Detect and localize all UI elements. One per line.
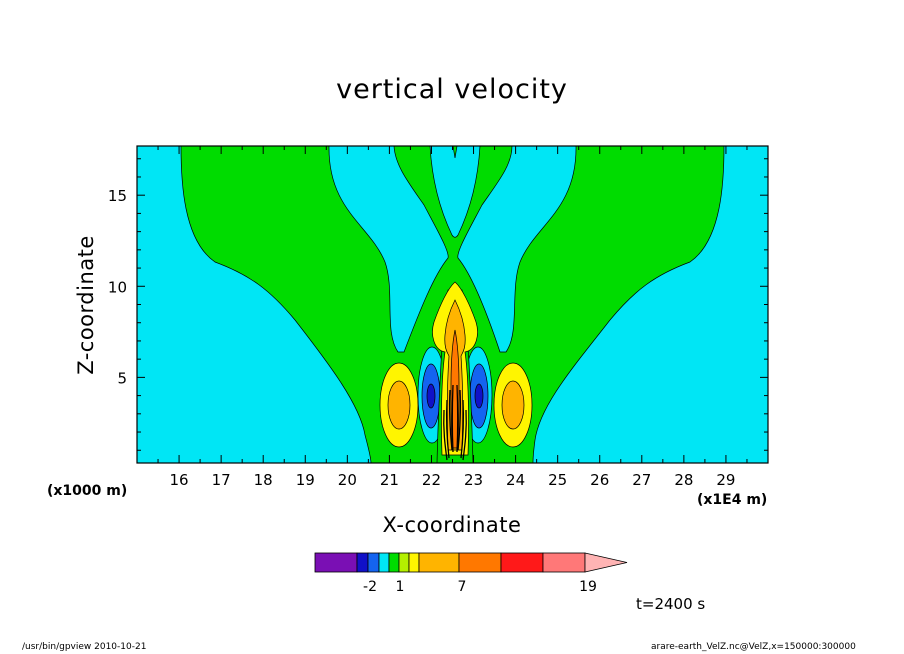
colorbar-segment <box>398 552 410 573</box>
x-tick-label: 28 <box>674 471 693 489</box>
x-tick-label: 21 <box>380 471 399 489</box>
colorbar: -2 1 7 19 <box>314 552 628 595</box>
x-tick-label: 29 <box>716 471 735 489</box>
x-tick-label: 16 <box>170 471 189 489</box>
chart-title: vertical velocity <box>336 74 568 105</box>
colorbar-segment <box>542 552 586 573</box>
colorbar-segment <box>378 552 390 573</box>
x-axis: 16 17 18 19 20 21 22 23 24 25 26 27 28 29 <box>157 146 748 489</box>
x-tick-label: 23 <box>464 471 483 489</box>
colorbar-segment <box>388 552 400 573</box>
x-tick-label: 27 <box>632 471 651 489</box>
contour-line-top <box>452 146 458 159</box>
x-tick-label: 17 <box>212 471 231 489</box>
y-tick-label: 10 <box>108 278 127 296</box>
contour-region-darkorange-core <box>450 329 460 449</box>
footer-right: arare-earth_VelZ.nc@VelZ,x=150000:300000 <box>651 642 856 652</box>
contour-region-darkblue-left <box>426 383 436 409</box>
contour-region-cyan-top <box>429 146 481 238</box>
x-tick-label: 22 <box>422 471 441 489</box>
x-tick-label: 18 <box>254 471 273 489</box>
colorbar-segment <box>314 552 358 573</box>
colorbar-segment <box>367 552 380 573</box>
colorbar-tick-label: 7 <box>458 579 467 595</box>
colorbar-segment <box>418 552 460 573</box>
x-tick-label: 19 <box>296 471 315 489</box>
contour-region-orange-left <box>387 380 411 430</box>
plot-area <box>137 146 768 463</box>
colorbar-tick-label: -2 <box>363 579 377 595</box>
x-tick-label: 20 <box>338 471 357 489</box>
x-tick-label: 26 <box>590 471 609 489</box>
colorbar-segment <box>408 552 420 573</box>
contour-lines-core <box>443 384 467 461</box>
contour-region-orange-right <box>501 380 525 430</box>
y-tick-label: 15 <box>108 187 127 205</box>
colorbar-arrow <box>584 552 628 573</box>
colorbar-tick-label: 1 <box>396 579 405 595</box>
x-axis-label: X-coordinate <box>382 513 522 537</box>
colorbar-segment <box>458 552 502 573</box>
footer-left: /usr/bin/gpview 2010-10-21 <box>22 642 147 652</box>
time-label: t=2400 s <box>636 595 706 613</box>
x-axis-multiplier: (x1E4 m) <box>697 492 768 508</box>
contour-region-darkblue-right <box>474 383 484 409</box>
colorbar-segment <box>500 552 544 573</box>
colorbar-tick-label: 19 <box>579 579 597 595</box>
x-tick-label: 24 <box>506 471 525 489</box>
y-axis: 5 10 15 <box>108 158 768 451</box>
colorbar-segment <box>356 552 369 573</box>
y-axis-label: Z-coordinate <box>74 235 98 375</box>
y-axis-multiplier: (x1000 m) <box>47 483 128 499</box>
y-tick-label: 5 <box>117 369 127 387</box>
x-tick-label: 25 <box>548 471 567 489</box>
